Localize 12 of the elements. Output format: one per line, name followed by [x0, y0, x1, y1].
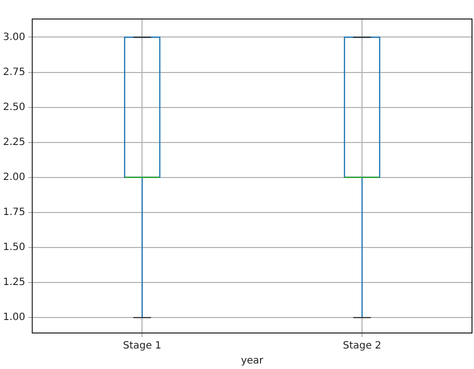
x-tick-label: Stage 1 [122, 340, 162, 352]
x-tick-label: Stage 2 [342, 340, 382, 352]
y-tick-label: 3.00 [3, 32, 26, 43]
y-tick-label: 2.00 [3, 172, 26, 183]
y-tick-label: 1.00 [3, 312, 26, 324]
y-tick-label: 2.75 [3, 66, 26, 78]
y-tick-label: 1.50 [3, 242, 26, 254]
y-tick-label: 2.25 [3, 136, 26, 148]
y-tick-label: 1.75 [3, 207, 26, 218]
y-tick-label: 2.50 [3, 102, 26, 113]
x-axis-title: year [240, 356, 264, 367]
y-tick-label: 1.25 [3, 277, 26, 288]
